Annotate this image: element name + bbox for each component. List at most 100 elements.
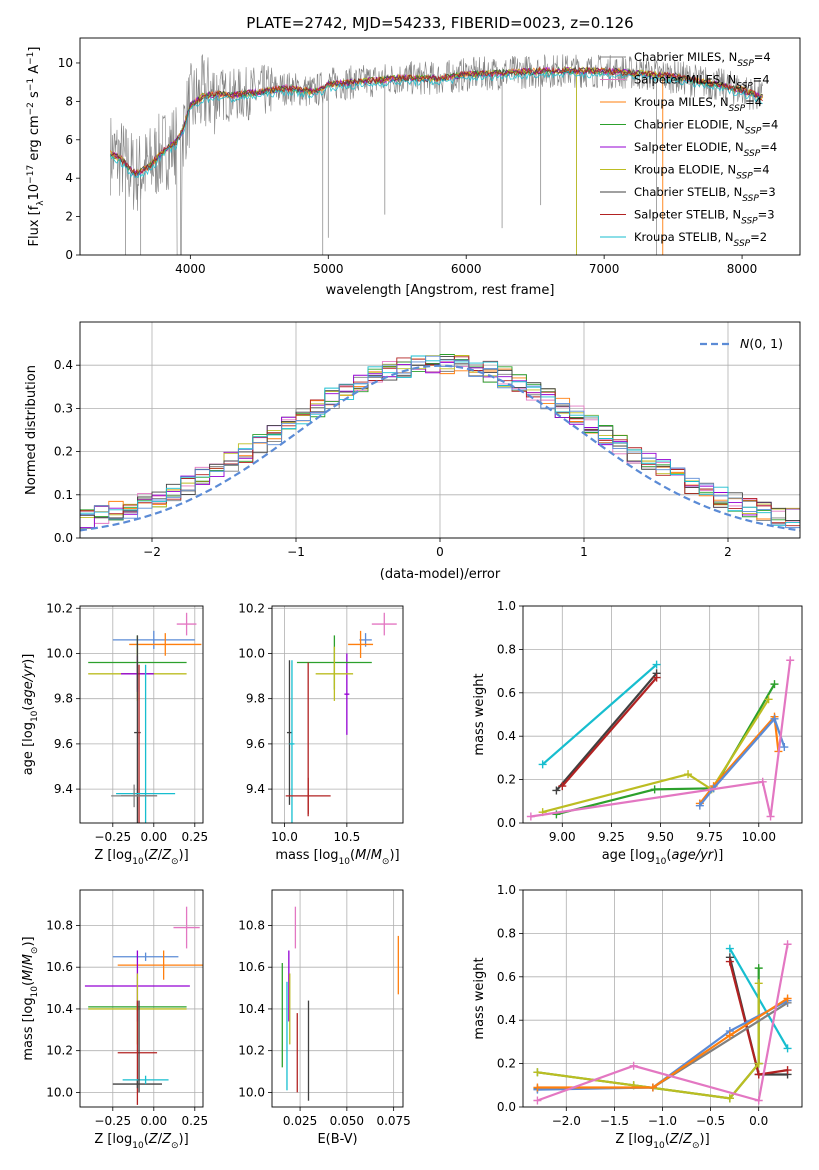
y-axis-label: age [log10(age/yr)] bbox=[21, 654, 40, 776]
legend-label: Kroupa MILES, NSSP=4 bbox=[634, 95, 762, 114]
y-tick-label: 10.2 bbox=[238, 601, 265, 615]
y-tick-label: 9.4 bbox=[54, 782, 73, 796]
y-tick-label: 9.8 bbox=[246, 692, 265, 706]
weight-line bbox=[556, 683, 776, 816]
weight-marker bbox=[754, 964, 763, 973]
y-tick-label: 10.2 bbox=[46, 1044, 73, 1058]
x-tick-label: 0.075 bbox=[376, 1114, 410, 1128]
weight-marker bbox=[552, 786, 561, 795]
weight-line bbox=[537, 997, 789, 1089]
legend: Chabrier MILES, NSSP=4 Salpeter MILES, NS… bbox=[600, 50, 778, 249]
x-tick-label: 7000 bbox=[589, 262, 620, 276]
y-axis-label: Normed distribution bbox=[24, 365, 39, 495]
weight-marker bbox=[780, 743, 789, 752]
weight-marker bbox=[725, 957, 734, 966]
y-axis-label: Flux [fλ10−17 erg cm−2 s−1 A−1] bbox=[26, 47, 46, 247]
model-line bbox=[110, 66, 764, 178]
x-tick-label: 6000 bbox=[451, 262, 482, 276]
x-axis-label: wavelength [Angstrom, rest frame] bbox=[326, 283, 555, 298]
spectrum-data bbox=[109, 53, 764, 255]
weight-marker bbox=[526, 812, 535, 821]
y-tick-label: 1.0 bbox=[497, 599, 516, 613]
legend-label: Kroupa STELIB, NSSP=2 bbox=[634, 230, 767, 249]
axes-frame bbox=[79, 37, 801, 256]
weight-marker bbox=[770, 680, 779, 689]
x-tick-label: 0.0 bbox=[749, 1114, 768, 1128]
histogram-step bbox=[80, 355, 800, 531]
y-tick-label: 10.4 bbox=[238, 1002, 265, 1016]
legend-label: Chabrier STELIB, NSSP=3 bbox=[634, 185, 776, 204]
x-tick-label: 0.25 bbox=[181, 830, 208, 844]
x-tick-label: 10.5 bbox=[333, 830, 360, 844]
weight-marker bbox=[783, 1066, 792, 1075]
weight-line bbox=[555, 672, 658, 792]
y-tick-label: 0.6 bbox=[497, 686, 516, 700]
x-tick-label: 0.00 bbox=[140, 830, 167, 844]
errorbar-data bbox=[285, 612, 397, 823]
y-tick-label: 10.0 bbox=[238, 646, 265, 660]
y-tick-label: 8 bbox=[65, 94, 73, 108]
x-tick-label: −1 bbox=[287, 545, 305, 559]
age-vs-Z-panel: −0.25 0.00 0.25 9.4 9.6 9.8 10.0 10.2 Z [log10(Z… bbox=[21, 601, 208, 867]
weight-data bbox=[526, 656, 795, 821]
y-tick-label: 10.8 bbox=[46, 918, 73, 932]
errorbar-data bbox=[84, 906, 203, 1105]
model-line bbox=[109, 66, 764, 177]
x-axis-label: mass [log10(M/M⊙)] bbox=[275, 848, 399, 867]
x-tick-label: 9.00 bbox=[549, 830, 576, 844]
weight-marker bbox=[533, 1068, 542, 1077]
errorbar-data bbox=[88, 612, 202, 823]
x-tick-label: 1 bbox=[580, 545, 588, 559]
x-tick-label: 10.00 bbox=[742, 830, 776, 844]
weight-marker bbox=[783, 994, 792, 1003]
weight-marker bbox=[695, 801, 704, 810]
weight-marker bbox=[754, 1096, 763, 1105]
legend: N(0, 1) bbox=[700, 336, 783, 351]
weight-data bbox=[533, 940, 792, 1105]
weight-marker bbox=[533, 1083, 542, 1092]
x-tick-label: 0.050 bbox=[330, 1114, 364, 1128]
weight-line bbox=[530, 660, 792, 818]
axes-frame bbox=[271, 889, 404, 1108]
legend-label: Kroupa ELODIE, NSSP=4 bbox=[634, 163, 770, 182]
y-tick-label: 10.0 bbox=[46, 646, 73, 660]
y-tick-label: 10 bbox=[58, 56, 73, 70]
x-tick-label: 0 bbox=[436, 545, 444, 559]
weight-line bbox=[698, 716, 786, 807]
spectrum-panel: 4000 5000 6000 7000 8000 0 2 4 6 8 10 wavelength [A… bbox=[26, 37, 801, 298]
x-tick-label: 9.25 bbox=[598, 830, 625, 844]
x-tick-label: −0.25 bbox=[94, 1114, 131, 1128]
x-tick-label: 10.0 bbox=[271, 830, 298, 844]
y-axis-label: mass [log10(M/M⊙)] bbox=[21, 936, 40, 1060]
weight-line bbox=[698, 714, 780, 805]
x-axis-label: Z [log10(Z/Z⊙)] bbox=[94, 1132, 188, 1151]
weight-marker bbox=[725, 1094, 734, 1103]
x-tick-label: −0.5 bbox=[696, 1114, 725, 1128]
x-tick-label: 9.75 bbox=[696, 830, 723, 844]
x-tick-label: −2 bbox=[143, 545, 161, 559]
y-tick-label: 10.2 bbox=[46, 601, 73, 615]
axes-frame bbox=[522, 605, 803, 824]
y-tick-label: 0.2 bbox=[54, 445, 73, 459]
x-axis-label: E(B-V) bbox=[317, 1132, 357, 1147]
x-tick-label: −1.5 bbox=[600, 1114, 629, 1128]
x-tick-label: 2 bbox=[724, 545, 732, 559]
mass-vs-ebv-panel: 0.025 0.050 0.075 10.0 10.2 10.4 10.6 10.8 E(B-V… bbox=[238, 889, 411, 1147]
y-tick-label: 10.0 bbox=[238, 1085, 265, 1099]
y-tick-label: 0.8 bbox=[497, 642, 516, 656]
weight-marker bbox=[786, 656, 795, 665]
weight-marker bbox=[652, 673, 661, 682]
weight-line bbox=[561, 676, 658, 787]
residuals-panel: −2 −1 0 1 2 0.0 0.1 0.2 0.3 0.4 (data-model)/error… bbox=[24, 321, 801, 582]
y-tick-label: 10.4 bbox=[46, 1002, 73, 1016]
x-axis-label: Z [log10(Z/Z⊙)] bbox=[94, 848, 188, 867]
weight-line bbox=[537, 944, 789, 1102]
x-tick-label: −0.25 bbox=[94, 830, 131, 844]
y-tick-label: 0.0 bbox=[54, 531, 73, 545]
model-line bbox=[109, 70, 763, 179]
y-tick-label: 0 bbox=[65, 248, 73, 262]
weight-vs-Z-panel: −2.0 −1.5 −1.0 −0.5 0.0 0.0 0.2 0.4 0.6 0.8 1.0 Z [… bbox=[472, 883, 803, 1151]
y-tick-label: 10.2 bbox=[238, 1044, 265, 1058]
y-tick-label: 0.2 bbox=[497, 1057, 516, 1071]
legend-label: Salpeter ELODIE, NSSP=4 bbox=[634, 140, 777, 159]
